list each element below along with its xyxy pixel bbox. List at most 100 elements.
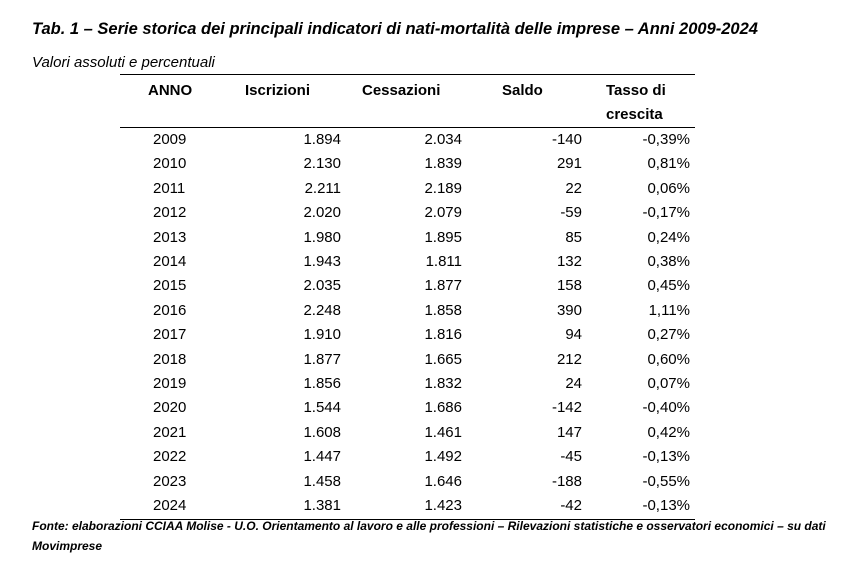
header-tasso-line1: Tasso di [606,82,666,99]
cell-iscrizioni: 1.877 [303,350,341,368]
source-note: Fonte: elaborazioni CCIAA Molise - U.O. … [32,519,826,553]
table-row: 2015 2.035 1.877 158 0,45% [120,274,695,298]
cell-tasso: 0,42% [647,423,690,441]
cell-saldo: -140 [551,131,582,148]
cell-tasso: 0,27% [647,326,690,344]
cell-cessazioni: 1.686 [424,399,462,417]
header-tasso-di-crescita: Tasso di crescita [600,75,695,128]
cell-cessazioni: 2.079 [424,204,462,222]
table-row: 2011 2.211 2.189 22 0,06% [120,177,695,201]
table-row: 2023 1.458 1.646 -188 -0,55% [120,470,695,494]
cell-anno: 2012 [153,204,187,222]
cell-anno: 2014 [153,253,187,271]
cell-cessazioni: 1.665 [424,350,462,368]
cell-iscrizioni: 2.020 [303,204,341,222]
cell-anno: 2022 [153,448,187,466]
table-row: 2020 1.544 1.686 -142 -0,40% [120,396,695,420]
cell-anno: 2016 [153,301,187,319]
header-saldo: Saldo [480,75,600,128]
cell-cessazioni: 1.839 [424,155,462,173]
cell-iscrizioni: 1.608 [303,423,341,441]
table-row: 2012 2.020 2.079 -59 -0,17% [120,201,695,225]
cell-iscrizioni: 1.447 [303,448,341,466]
cell-tasso: 0,81% [647,155,690,173]
cell-iscrizioni: 1.980 [303,228,341,246]
cell-cessazioni: 1.423 [360,494,480,520]
cell-anno: 2021 [153,423,187,441]
cell-iscrizioni: 1.458 [303,472,341,490]
table-row: 2024 1.381 1.423 -42 -0,13% [120,494,695,520]
data-table: ANNO Iscrizioni Cessazioni Saldo Tasso d… [120,75,695,520]
cell-saldo: -59 [560,204,582,222]
cell-tasso: 0,06% [647,179,690,197]
table-body: 2009 1.894 2.034 -140 -0,39% 2010 2.130 1.839 29… [120,128,695,520]
cell-saldo: 94 [565,326,582,344]
cell-saldo: 132 [556,253,582,271]
table-row: 2021 1.608 1.461 147 0,42% [120,421,695,445]
cell-anno: 2010 [153,155,187,173]
cell-saldo: 147 [556,423,582,441]
table-row: 2017 1.910 1.816 94 0,27% [120,323,695,347]
cell-anno: 2015 [153,277,187,295]
header-anno: ANNO [120,75,235,128]
cell-tasso: 0,38% [647,253,690,271]
cell-anno: 2023 [153,472,187,490]
cell-cessazioni: 2.034 [424,131,462,148]
cell-cessazioni: 1.895 [424,228,462,246]
cell-tasso: -0,17% [642,204,690,222]
cell-saldo: -45 [560,448,582,466]
data-table-container: ANNO Iscrizioni Cessazioni Saldo Tasso d… [120,74,695,520]
table-row: 2018 1.877 1.665 212 0,60% [120,348,695,372]
table-row: 2014 1.943 1.811 132 0,38% [120,250,695,274]
table-title: Tab. 1 – Serie storica dei principali in… [32,20,758,38]
header-row: ANNO Iscrizioni Cessazioni Saldo Tasso d… [120,75,695,128]
cell-saldo: -188 [551,472,582,490]
table-subtitle: Valori assoluti e percentuali [32,54,215,71]
table-row: 2019 1.856 1.832 24 0,07% [120,372,695,396]
header-tasso-line2: crescita [606,106,663,123]
cell-cessazioni: 1.492 [424,448,462,466]
cell-saldo: 24 [565,375,582,393]
cell-cessazioni: 1.811 [425,253,462,271]
table-row: 2010 2.130 1.839 291 0,81% [120,152,695,176]
table-header: ANNO Iscrizioni Cessazioni Saldo Tasso d… [120,75,695,128]
cell-iscrizioni: 1.943 [303,253,341,271]
cell-saldo: 22 [565,179,582,197]
cell-saldo: 158 [556,277,582,295]
cell-saldo: 212 [556,350,582,368]
table-row: 2013 1.980 1.895 85 0,24% [120,226,695,250]
cell-anno: 2013 [153,228,187,246]
cell-iscrizioni: 1.856 [303,375,341,393]
cell-anno: 2024 [120,494,235,520]
cell-saldo: 85 [565,228,582,246]
cell-tasso: 0,24% [647,228,690,246]
cell-tasso: -0,55% [642,472,690,490]
cell-saldo: 291 [556,155,582,173]
cell-cessazioni: 1.877 [424,277,462,295]
cell-tasso: 0,60% [647,350,690,368]
cell-iscrizioni: 1.544 [303,399,341,417]
cell-tasso: 0,45% [647,277,690,295]
cell-iscrizioni: 2.130 [303,155,341,173]
header-iscrizioni: Iscrizioni [235,75,360,128]
cell-anno: 2017 [153,326,187,344]
cell-saldo: -42 [480,494,600,520]
cell-saldo: -142 [551,399,582,417]
cell-anno: 2011 [153,179,186,197]
table-row: 2022 1.447 1.492 -45 -0,13% [120,445,695,469]
header-cessazioni: Cessazioni [360,75,480,128]
cell-iscrizioni: 1.381 [235,494,360,520]
cell-iscrizioni: 1.910 [303,326,341,344]
cell-cessazioni: 1.832 [424,375,462,393]
cell-anno: 2009 [153,131,187,148]
cell-cessazioni: 1.461 [424,423,462,441]
cell-cessazioni: 2.189 [424,179,462,197]
cell-saldo: 390 [556,301,582,319]
table-row: 2009 1.894 2.034 -140 -0,39% [120,128,695,153]
cell-cessazioni: 1.646 [424,472,462,490]
cell-iscrizioni: 2.211 [304,179,341,197]
cell-tasso: -0,39% [642,131,690,148]
cell-anno: 2020 [153,399,187,417]
cell-tasso: 0,07% [647,375,690,393]
cell-anno: 2018 [153,350,187,368]
